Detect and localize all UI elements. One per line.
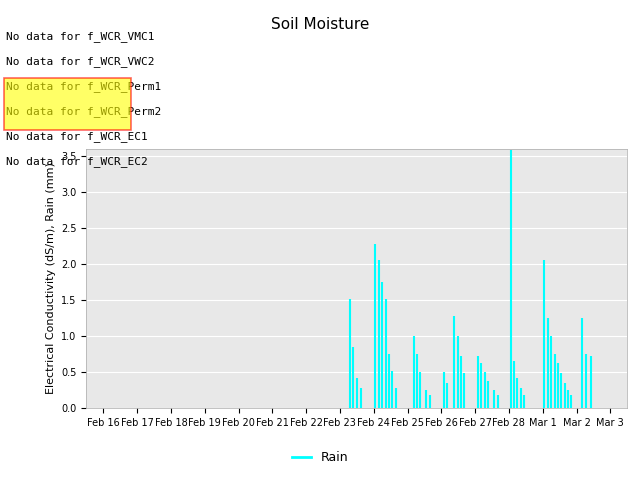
Text: No data for f_WCR_Perm2: No data for f_WCR_Perm2 <box>6 106 162 117</box>
Text: No data for f_WCR_VWC2: No data for f_WCR_VWC2 <box>6 56 155 67</box>
Text: No data for f_WCR_EC2: No data for f_WCR_EC2 <box>6 156 148 167</box>
Y-axis label: Electrical Conductivity (dS/m), Rain (mm): Electrical Conductivity (dS/m), Rain (mm… <box>45 162 56 395</box>
Text: No data for f_WCR_VMC1: No data for f_WCR_VMC1 <box>6 31 155 42</box>
Text: Soil Moisture: Soil Moisture <box>271 17 369 32</box>
Text: No data for f_WCR_EC1: No data for f_WCR_EC1 <box>6 131 148 142</box>
Text: No data for f_WCR_Perm1: No data for f_WCR_Perm1 <box>6 81 162 92</box>
Legend: Rain: Rain <box>287 446 353 469</box>
